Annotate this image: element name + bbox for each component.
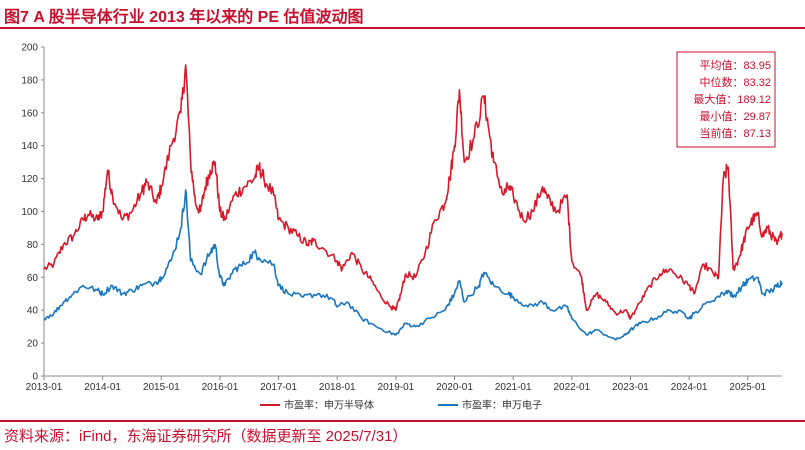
title-rule (0, 27, 805, 29)
series-line-semiconductor (43, 64, 783, 320)
legend-label: 市盈率：申万电子 (462, 399, 542, 412)
x-tick-label: 2017-01 (260, 382, 297, 393)
source-rule (0, 420, 805, 422)
stat-line: 中位数：83.32 (699, 75, 771, 89)
x-tick-label: 2022-01 (553, 382, 590, 393)
y-tick-label: 200 (21, 43, 38, 54)
x-tick-label: 2025-01 (729, 382, 766, 393)
x-tick-label: 2020-01 (436, 382, 473, 393)
y-tick-label: 160 (21, 108, 38, 119)
y-tick-label: 140 (21, 141, 38, 152)
series-layer (43, 64, 783, 341)
stat-line: 最大值：189.12 (693, 92, 771, 106)
x-tick-label: 2023-01 (612, 382, 649, 393)
x-tick-label: 2021-01 (495, 382, 532, 393)
series-line-electronics (43, 189, 783, 341)
stat-line: 当前值：87.13 (699, 126, 771, 140)
y-tick-label: 60 (27, 273, 39, 284)
y-tick-label: 20 (27, 339, 39, 350)
y-tick-label: 40 (27, 306, 39, 317)
y-tick-label: 180 (21, 75, 38, 86)
y-tick-label: 100 (21, 207, 38, 218)
y-tick-label: 80 (27, 240, 39, 251)
stat-line: 最小值：29.87 (699, 110, 771, 123)
x-tick-label: 2024-01 (671, 382, 708, 393)
x-tick-label: 2018-01 (319, 382, 356, 393)
y-tick-label: 120 (21, 174, 38, 185)
stat-line: 平均值：83.95 (699, 59, 771, 72)
x-tick-label: 2015-01 (143, 382, 180, 393)
x-tick-label: 2019-01 (378, 382, 415, 393)
x-tick-label: 2014-01 (84, 382, 121, 393)
figure-title: 图7 A 股半导体行业 2013 年以来的 PE 估值波动图 (4, 9, 364, 26)
source-note: 资料来源：iFind，东海证券研究所（数据更新至 2025/7/31） (4, 428, 408, 445)
pe-line-chart: 0 20 40 60 80 100 120 140 160 180 200 2013-01 2014-0… (21, 43, 783, 412)
stats-box-frame (676, 51, 776, 148)
axes: 0 20 40 60 80 100 120 140 160 180 200 2013-01 2014-0… (21, 43, 782, 393)
x-tick-label: 2016-01 (202, 382, 239, 393)
legend: 市盈率：申万半导体 市盈率：申万电子 (260, 399, 542, 412)
stats-box: 平均值：83.95 中位数：83.32 最大值：189.12 最小值：29.87 当前值… (676, 51, 776, 148)
legend-label: 市盈率：申万半导体 (284, 399, 374, 412)
x-tick-label: 2013-01 (26, 382, 63, 393)
y-tick-label: 0 (32, 372, 38, 383)
